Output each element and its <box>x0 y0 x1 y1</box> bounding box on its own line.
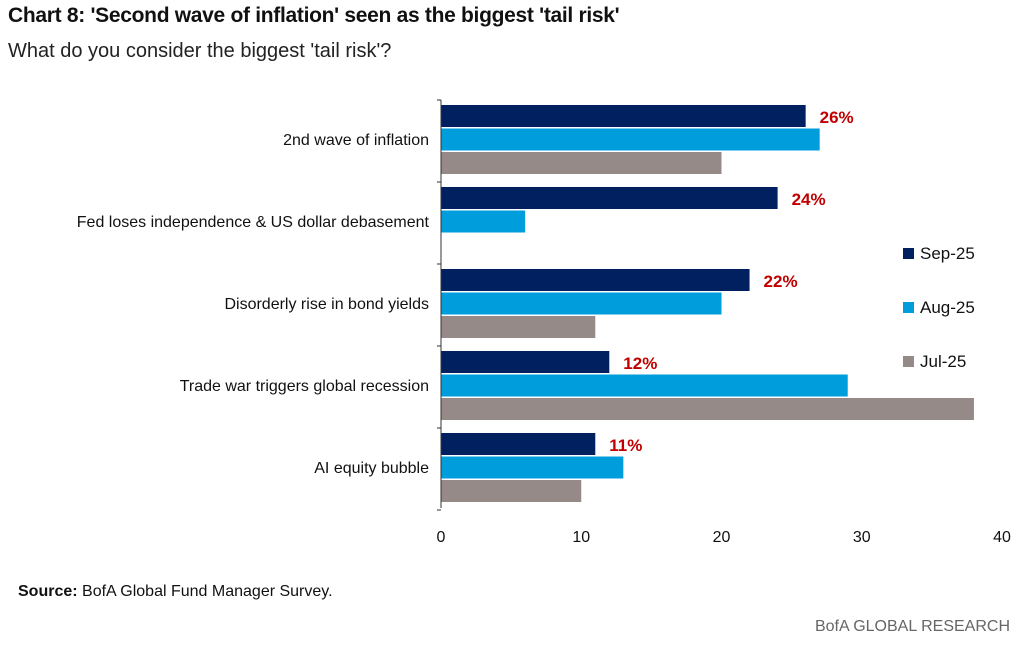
source-note: Source: BofA Global Fund Manager Survey. <box>18 583 333 601</box>
bar-aug-25-1 <box>441 128 820 151</box>
legend: Sep-25 Aug-25 Jul-25 <box>903 244 975 371</box>
x-tick-label: 20 <box>713 529 731 546</box>
category-label: Disorderly rise in bond yields <box>224 296 429 313</box>
data-label: 12% <box>623 354 657 373</box>
category-label: Fed loses independence & US dollar debas… <box>77 214 430 231</box>
x-tick-label: 10 <box>572 529 590 546</box>
bar-aug-25-3 <box>441 292 722 315</box>
bar-sep-25-4 <box>441 351 610 373</box>
bar-sep-25-2 <box>441 187 778 209</box>
data-label: 24% <box>792 190 826 209</box>
x-axis: 0 10 20 30 40 <box>437 99 1011 546</box>
legend-label: Aug-25 <box>920 298 975 317</box>
source-label: Source: <box>18 583 78 600</box>
legend-label: Jul-25 <box>920 352 966 371</box>
bar-jul-25-4 <box>441 398 974 420</box>
labels-layer: 2nd wave of inflation 26% Fed loses indepe… <box>77 108 854 477</box>
brand-footer: BofA GLOBAL RESEARCH <box>814 618 1010 635</box>
data-label: 22% <box>764 272 798 291</box>
legend-swatch-jul-25 <box>903 356 914 367</box>
category-label: Trade war triggers global recession <box>180 378 429 395</box>
bar-jul-25-1 <box>441 152 722 174</box>
category-label: 2nd wave of inflation <box>283 132 429 149</box>
chart-subtitle: What do you consider the biggest 'tail r… <box>8 40 392 62</box>
bar-sep-25-5 <box>441 433 596 455</box>
bar-aug-25-5 <box>441 456 624 479</box>
x-tick-label: 0 <box>437 529 446 546</box>
bar-jul-25-3 <box>441 316 596 338</box>
x-tick-label: 30 <box>853 529 871 546</box>
data-label: 11% <box>609 436 642 455</box>
bar-aug-25-2 <box>441 210 526 233</box>
legend-swatch-sep-25 <box>903 248 914 259</box>
bar-sep-25-3 <box>441 269 750 291</box>
chart-title: Chart 8: 'Second wave of inflation' seen… <box>8 4 620 27</box>
bar-aug-25-4 <box>441 374 848 397</box>
category-label: AI equity bubble <box>314 460 429 477</box>
source-text: BofA Global Fund Manager Survey. <box>82 583 333 600</box>
bar-sep-25-1 <box>441 105 806 127</box>
legend-label: Sep-25 <box>920 244 975 263</box>
x-tick-label: 40 <box>993 529 1011 546</box>
bars-layer <box>441 105 974 502</box>
bar-jul-25-5 <box>441 480 582 502</box>
legend-swatch-aug-25 <box>903 302 914 313</box>
data-label: 26% <box>820 108 854 127</box>
